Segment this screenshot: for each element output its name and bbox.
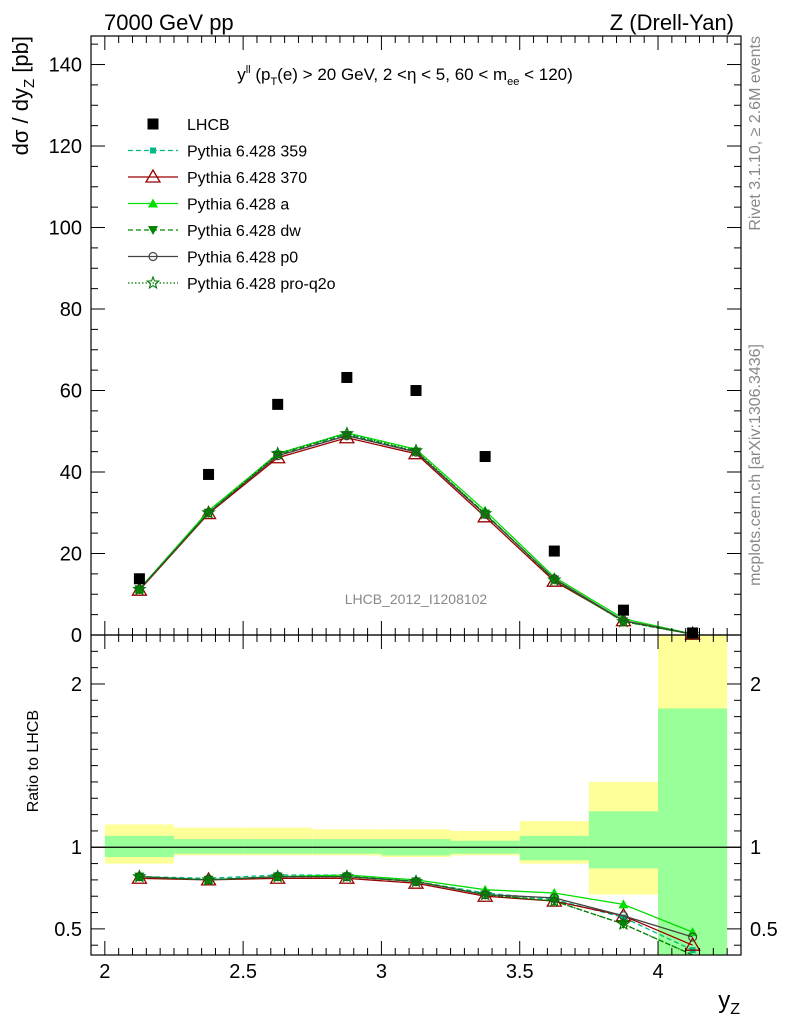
ratio-series-point [339,869,355,883]
band-inner [312,839,382,854]
ratio-series [131,869,701,956]
main-series-line [138,433,693,635]
ratio-series-point [408,873,424,888]
data-point [617,604,629,616]
y-tick-label: 120 [49,136,82,158]
legend-label: Pythia 6.428 a [187,197,289,214]
y-tick-label-right: 1 [750,837,761,859]
titles: yll (pT(e) > 20 GeV, 2 <η < 5, 60 < mee … [8,36,740,1018]
data-point [687,627,699,639]
y-tick-label: 40 [60,462,82,484]
main-series-point [342,431,352,441]
band-inner [243,839,313,854]
legend-marker [150,147,156,154]
main-series-point [408,443,424,457]
ratio-series-point [547,893,562,908]
data-point [410,385,422,397]
legend-marker [147,118,159,130]
legend-marker [148,198,158,208]
main-series-point [339,426,355,440]
y-axis-label: dσ / dyZ [pb] [8,36,38,155]
legend-label: Pythia 6.428 pro-q2o [187,276,336,293]
data-point [341,371,353,383]
ratio-y-axis-label: Ratio to LHCB [25,710,42,812]
legend-label: Pythia 6.428 p0 [187,250,298,267]
ratio-series-point [270,869,285,883]
y-tick-label: 60 [60,381,82,403]
side-label-top: Rivet 3.1.10, ≥ 2.6M events [747,36,764,231]
main-series-point [132,581,147,596]
data-point [203,468,215,480]
ratio-bands [91,635,741,955]
y-tick-label: 1 [71,837,82,859]
main-series-point [477,506,493,520]
x-tick-label: 4 [652,961,663,983]
main-series-point [201,505,216,519]
main-series-point [270,446,285,460]
header-right: Z (Drell-Yan) [610,10,734,35]
band-inner [173,839,244,854]
band-inner [519,835,589,861]
ratio-series-point [132,869,147,883]
legend-marker [145,275,161,290]
y-tick-label: 80 [60,299,82,321]
x-tick-label: 3.5 [506,961,534,983]
x-tick-label: 3 [376,961,387,983]
legend-marker [148,251,158,262]
ratio-series-point [616,916,631,931]
analysis-watermark: LHCB_2012_I1208102 [345,591,488,607]
main-series-point [616,614,631,628]
band-inner [658,708,728,955]
main-series-point [547,572,562,586]
x-axis-label: yZ [718,987,740,1018]
y-tick-label-right: 2 [750,674,761,696]
x-tick-label: 2 [99,961,110,983]
ratio-frame [90,634,742,956]
ratio-series-point [687,932,698,942]
ratio-series-point [618,911,629,921]
legend-label: LHCB [187,117,230,134]
band-inner [104,835,174,858]
ratio-series-point [684,936,701,951]
main-series [131,371,701,641]
data-point [133,573,145,585]
y-tick-label: 0 [71,625,82,647]
data-point [272,398,284,410]
ratio-series-point [618,899,629,909]
band-inner [588,811,659,869]
y-tick-label: 140 [49,55,82,77]
ratio-series-line [139,875,693,956]
legend-marker [148,226,158,235]
y-tick-label: 100 [49,218,82,240]
y-tick-label: 20 [60,544,82,566]
x-tick-label: 2.5 [229,961,257,983]
legend: LHCB Pythia 6.428 359 Pythia 6.428 370 Pyth… [128,117,336,293]
plot-title: yll (pT(e) > 20 GeV, 2 <η < 5, 60 < mee … [237,64,573,88]
ratio-series-point [477,887,493,901]
legend-marker [144,168,162,183]
y-tick-label: 0.5 [54,919,82,941]
legend-label: Pythia 6.428 359 [187,144,307,161]
main-series-point [480,509,490,519]
y-tick-label: 2 [71,674,82,696]
ratio-series-point [201,872,216,887]
main-series-point [411,447,421,457]
header-left: 7000 GeV pp [104,10,234,35]
main-series-point [273,451,283,461]
data-point [548,545,560,557]
legend-label: Pythia 6.428 370 [187,170,307,187]
data-point [479,451,491,463]
side-label-bottom: mcplots.cern.ch [arXiv:1306.3436] [747,344,764,586]
legend-label: Pythia 6.428 dw [187,223,301,240]
y-tick-label-right: 0.5 [750,919,778,941]
